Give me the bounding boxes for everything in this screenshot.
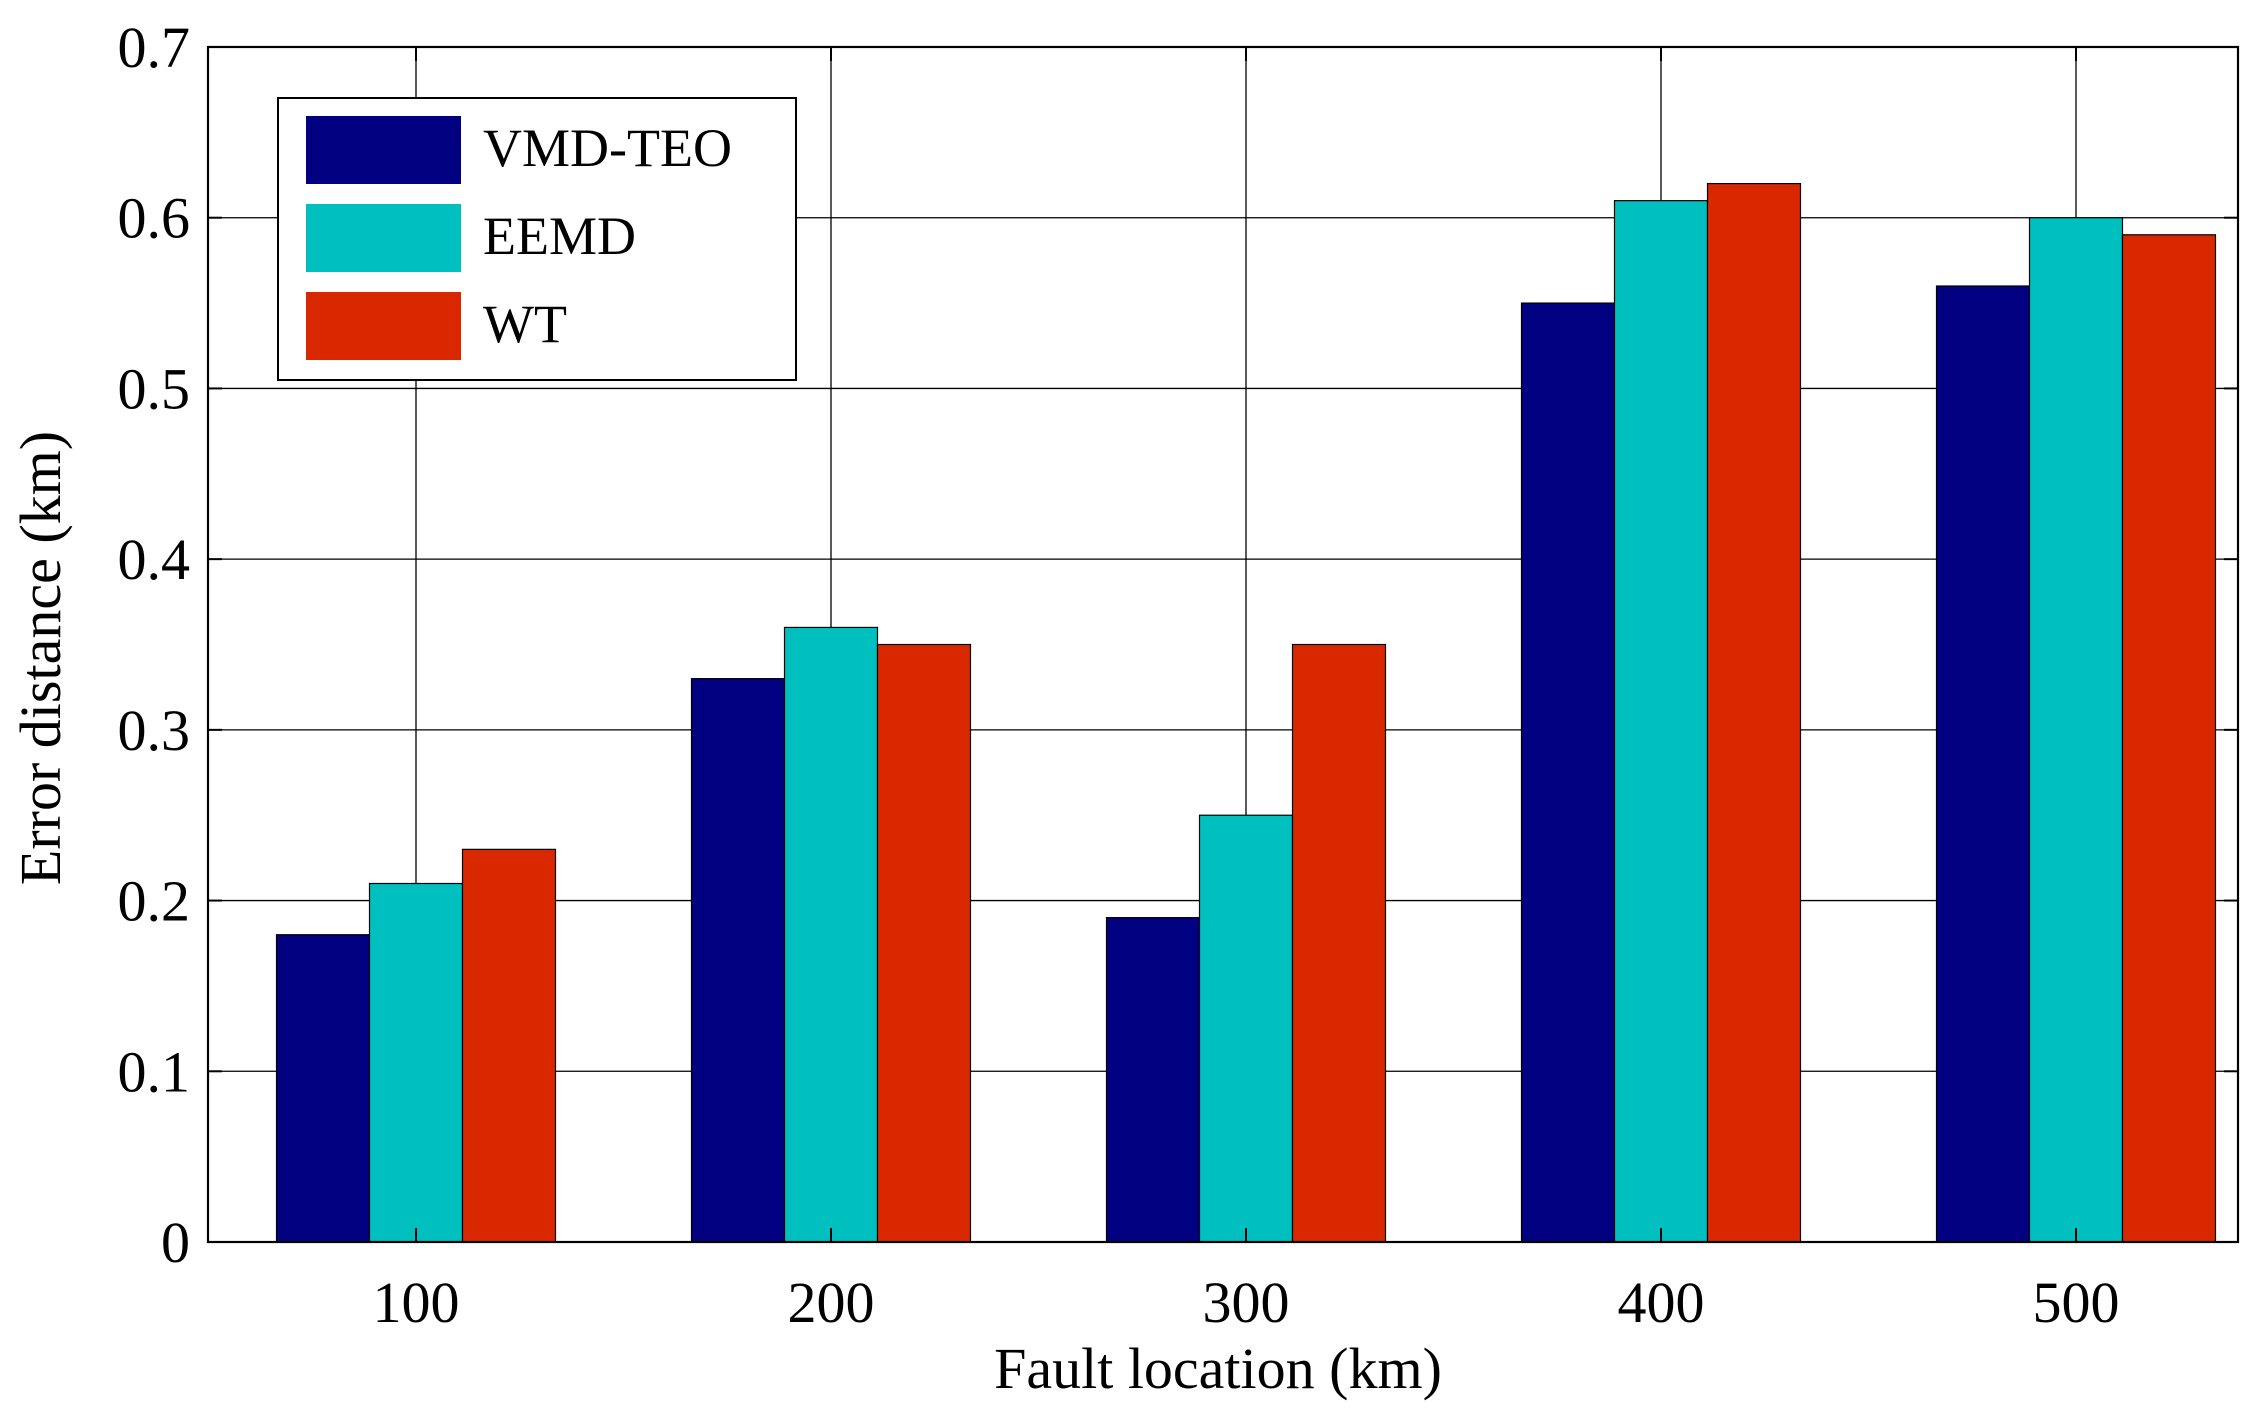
axes (206, 45, 2240, 1244)
legend-swatch (306, 116, 461, 184)
bar-wt-500 (2121, 234, 2217, 1243)
y-tick-label: 0.6 (118, 186, 191, 251)
x-tick-label: 100 (373, 1270, 460, 1335)
bar-vmd-teo-300 (1105, 917, 1201, 1243)
bars (275, 182, 2217, 1243)
tick-labels: 0 0.1 0.2 0.3 0.4 0.5 0.6 0.7 100 200 300 400 500 (118, 15, 2120, 1335)
bar-vmd-teo-200 (690, 678, 786, 1243)
bar-eemd-400 (1613, 200, 1709, 1243)
bar-eemd-500 (2028, 217, 2124, 1243)
y-tick-label: 0.4 (118, 527, 191, 592)
x-tick-label: 500 (2033, 1270, 2120, 1335)
bar-vmd-teo-500 (1935, 285, 2031, 1243)
bar-wt-100 (461, 848, 557, 1243)
y-tick-label: 0.5 (118, 356, 191, 421)
bar-vmd-teo-100 (275, 934, 371, 1243)
plot-frame (206, 45, 2240, 1244)
x-tick-label: 200 (788, 1270, 875, 1335)
y-tick-label: 0.3 (118, 698, 191, 763)
bar-wt-400 (1706, 182, 1802, 1243)
y-tick-label: 0.2 (118, 869, 191, 934)
legend-label: VMD-TEO (483, 118, 732, 178)
legend-label: WT (483, 294, 567, 354)
bar-wt-200 (876, 643, 972, 1243)
bar-wt-300 (1291, 643, 1387, 1243)
legend-swatch (306, 292, 461, 360)
bar-eemd-300 (1198, 814, 1294, 1243)
y-tick-label: 0.1 (118, 1039, 191, 1104)
y-tick-label: 0 (161, 1210, 190, 1275)
legend: VMD-TEO EEMD WT (277, 97, 797, 381)
bar-eemd-100 (368, 882, 464, 1243)
y-tick-label: 0.7 (118, 15, 191, 80)
x-tick-label: 300 (1203, 1270, 1290, 1335)
x-tick-label: 400 (1618, 1270, 1705, 1335)
bar-eemd-200 (783, 626, 879, 1243)
legend-label: EEMD (483, 206, 636, 266)
y-axis-label: Error distance (km) (8, 431, 73, 885)
bar-vmd-teo-400 (1520, 302, 1616, 1243)
x-axis-label: Fault location (km) (994, 1336, 1442, 1401)
legend-swatch (306, 204, 461, 272)
